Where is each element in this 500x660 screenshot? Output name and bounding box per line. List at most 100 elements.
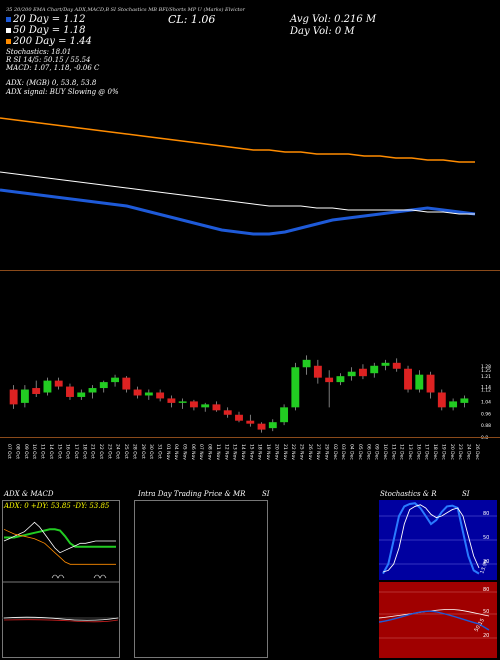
candle-body xyxy=(392,362,401,369)
ema20-swatch xyxy=(6,17,11,22)
date-tick-label: 25 Oct xyxy=(123,444,129,459)
candle-body xyxy=(32,388,41,394)
date-tick-label: 24 Oct xyxy=(115,444,121,459)
stoch-80-label: 80 xyxy=(483,511,489,517)
date-tick-label: 06 Dec xyxy=(365,444,371,460)
rsi-panel-bg xyxy=(379,582,497,658)
ema-chart xyxy=(0,117,476,236)
date-tick-label: 11 Oct xyxy=(40,444,46,459)
candle-body xyxy=(325,377,334,383)
candle-body xyxy=(223,410,232,415)
date-tick-label: 10 Oct xyxy=(31,444,37,459)
date-tick-label: 20 Nov xyxy=(273,444,279,460)
candle-body xyxy=(449,401,458,408)
stochastics-readout: Stochastics: 18.01 xyxy=(6,48,72,56)
date-tick-label: 19 Nov xyxy=(265,444,271,460)
date-tick-label: 02 Dec xyxy=(332,444,338,460)
candle-body xyxy=(178,401,187,403)
ema-series-line xyxy=(0,188,476,236)
date-tick-label: 13 Dec xyxy=(407,444,413,460)
ema200-swatch xyxy=(6,39,11,44)
ema200-legend: 200 Day = 1.44 xyxy=(6,36,92,48)
candle-body xyxy=(404,368,412,390)
date-tick-label: 21 Nov xyxy=(282,444,288,460)
stoch-20-label: 20 xyxy=(483,559,489,565)
date-tick-label: 31 Oct xyxy=(157,444,163,459)
date-tick-label: 14 Nov xyxy=(240,444,246,460)
header-top-line: 35 20/200 EMA Chart/Day ADX,MACD,B SI St… xyxy=(6,7,245,13)
date-tick-label: 06 Nov xyxy=(190,444,196,460)
date-tick-label: 05 Nov xyxy=(182,444,188,460)
date-tick-label: 22 Nov xyxy=(290,444,296,460)
stoch-panel-title: Stochastics & R xyxy=(380,490,437,498)
date-tick-label: 28 Oct xyxy=(131,444,137,459)
date-tick-label: 09 Oct xyxy=(23,444,29,459)
rsi-80-label: 80 xyxy=(483,587,489,593)
ema-series-line xyxy=(0,171,475,215)
rsi-20-label: 20 xyxy=(483,633,489,639)
candle-body xyxy=(77,392,86,397)
candle-body xyxy=(280,407,289,423)
candle-body xyxy=(9,389,18,405)
price-tick-label: 1.14 xyxy=(481,385,491,391)
date-axis: 07 Oct 08 Oct 09 Oct 10 Oct 11 Oct 14 Oct 15 O… xyxy=(6,444,480,460)
adx-wiggle-2 xyxy=(93,574,107,579)
intraday-panel xyxy=(134,500,268,658)
candle-body xyxy=(156,392,165,399)
adx-series-line xyxy=(3,521,116,554)
adx-panel-title: ADX & MACD xyxy=(4,490,54,498)
candle-body xyxy=(370,365,379,374)
adx-series-line xyxy=(3,528,116,565)
adx-line: ADX: (MGB) 0, 53.8, 53.8 xyxy=(6,79,97,87)
date-tick-label: 17 Dec xyxy=(424,444,430,460)
candle-body xyxy=(246,420,255,424)
adx-wiggle-1 xyxy=(51,574,65,579)
date-tick-label: 30 Oct xyxy=(148,444,154,459)
date-tick-label: 23 Oct xyxy=(106,444,112,459)
candle-body xyxy=(359,368,367,377)
date-tick-label: 12 Dec xyxy=(399,444,405,460)
date-tick-label: 22 Oct xyxy=(98,444,104,459)
divider-candles xyxy=(0,437,500,438)
candle-body xyxy=(111,377,119,383)
date-tick-label: 18 Oct xyxy=(81,444,87,459)
date-tick-label: 13 Nov xyxy=(232,444,238,460)
date-tick-label: 01 Nov xyxy=(165,444,171,460)
rsi-panel: 80 50 20 50.15 xyxy=(379,582,497,658)
stoch-si-readout: R SI 14/5: 50.15 / 55.54 xyxy=(6,56,91,64)
stoch-series-line xyxy=(382,504,480,573)
price-tick-label: 1.12 xyxy=(481,388,491,394)
date-tick-label: 10 Dec xyxy=(382,444,388,460)
candle-body xyxy=(336,376,345,383)
date-tick-label: 05 Dec xyxy=(357,444,363,460)
price-tick-label: 1.28 xyxy=(481,364,491,370)
rsi-50-label: 50 xyxy=(483,609,489,615)
date-tick-label: 11 Nov xyxy=(215,444,221,460)
date-tick-label: 11 Dec xyxy=(390,444,396,460)
date-tick-label: 08 Nov xyxy=(207,444,213,460)
date-tick-label: 15 Oct xyxy=(56,444,62,459)
date-tick-label: 26 Nov xyxy=(307,444,313,460)
candle-body xyxy=(167,398,176,403)
adx-panel-frame xyxy=(2,500,120,658)
macd-line xyxy=(3,616,119,621)
ema-series-line xyxy=(0,117,475,163)
date-tick-label: 03 Dec xyxy=(340,444,346,460)
candle-body xyxy=(235,414,243,421)
ema-lines xyxy=(0,117,476,236)
candle-body xyxy=(347,371,356,377)
date-tick-label: 16 Oct xyxy=(65,444,71,459)
macd-signal-line xyxy=(3,619,119,623)
intraday-panel-title: Intra Day Trading Price & MR xyxy=(138,490,246,498)
day-vol-label: Day Vol: 0 M xyxy=(290,26,355,37)
date-tick-label: 17 Oct xyxy=(73,444,79,459)
candle-body xyxy=(212,404,221,411)
price-tick-label: 0.88 xyxy=(481,423,491,429)
candle-body xyxy=(268,422,277,429)
ema50-label: 50 Day = 1.18 xyxy=(13,25,86,36)
date-tick-label: 23 Dec xyxy=(457,444,463,460)
price-tick-label: 0.96 xyxy=(481,411,491,417)
candle-body xyxy=(122,377,131,390)
candle-body xyxy=(189,401,198,408)
intraday-si-label: SI xyxy=(262,490,270,498)
